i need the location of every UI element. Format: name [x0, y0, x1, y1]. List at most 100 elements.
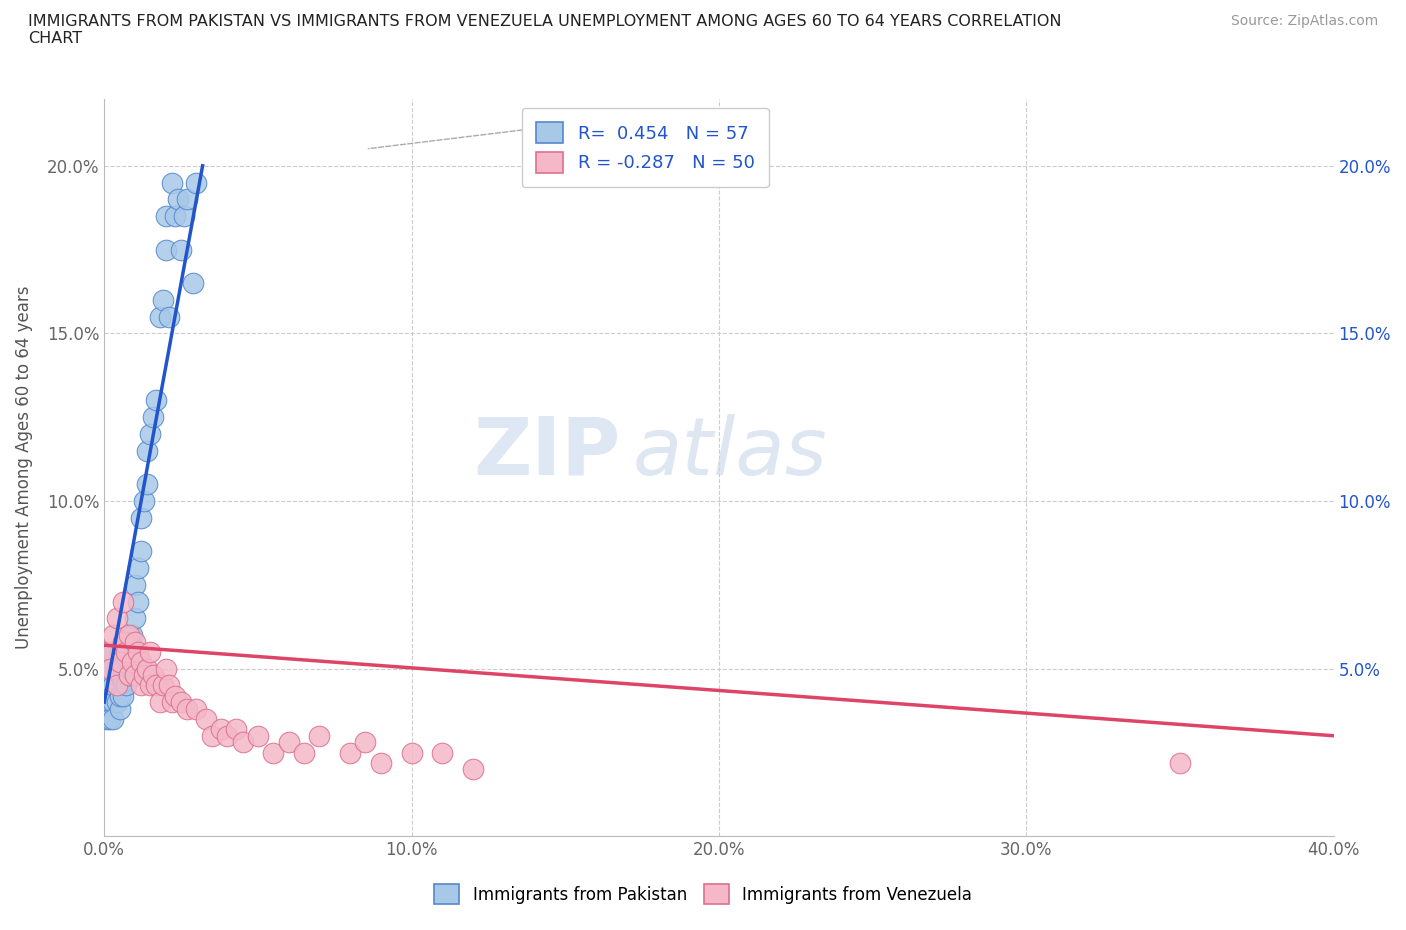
Point — [139, 427, 162, 442]
Point — [136, 477, 159, 492]
Point — [105, 695, 128, 710]
Point — [100, 661, 122, 676]
Point — [461, 762, 484, 777]
Point — [145, 393, 167, 408]
Point — [108, 668, 131, 683]
Point — [142, 668, 165, 683]
Point — [111, 634, 134, 649]
Point — [186, 701, 208, 716]
Point — [96, 695, 118, 710]
Point — [148, 309, 170, 324]
Point — [155, 208, 177, 223]
Point — [108, 644, 131, 659]
Point — [103, 711, 125, 726]
Point — [142, 410, 165, 425]
Point — [136, 444, 159, 458]
Point — [201, 728, 224, 743]
Point — [167, 192, 190, 206]
Point — [1168, 755, 1191, 770]
Point — [124, 644, 146, 659]
Point — [176, 192, 198, 206]
Point — [370, 755, 392, 770]
Text: Source: ZipAtlas.com: Source: ZipAtlas.com — [1230, 14, 1378, 28]
Point — [124, 611, 146, 626]
Point — [194, 711, 217, 726]
Point — [176, 701, 198, 716]
Point — [163, 688, 186, 703]
Point — [163, 208, 186, 223]
Point — [134, 668, 156, 683]
Text: ZIP: ZIP — [474, 414, 620, 492]
Point — [129, 678, 152, 693]
Point — [114, 634, 136, 649]
Point — [103, 695, 125, 710]
Point — [108, 701, 131, 716]
Point — [103, 628, 125, 643]
Text: atlas: atlas — [633, 414, 828, 492]
Point — [186, 175, 208, 190]
Point — [173, 208, 195, 223]
Point — [152, 292, 174, 307]
Point — [139, 644, 162, 659]
Point — [139, 678, 162, 693]
Point — [246, 728, 269, 743]
Point — [401, 745, 423, 760]
Point — [108, 655, 131, 670]
Point — [124, 634, 146, 649]
Point — [145, 678, 167, 693]
Point — [160, 175, 183, 190]
Point — [124, 668, 146, 683]
Point — [262, 745, 284, 760]
Point — [170, 242, 193, 257]
Text: IMMIGRANTS FROM PAKISTAN VS IMMIGRANTS FROM VENEZUELA UNEMPLOYMENT AMONG AGES 60: IMMIGRANTS FROM PAKISTAN VS IMMIGRANTS F… — [28, 14, 1062, 46]
Point — [103, 678, 125, 693]
Point — [157, 309, 180, 324]
Point — [100, 711, 122, 726]
Point — [121, 661, 143, 676]
Point — [118, 644, 141, 659]
Point — [96, 678, 118, 693]
Y-axis label: Unemployment Among Ages 60 to 64 years: Unemployment Among Ages 60 to 64 years — [15, 286, 32, 649]
Point — [217, 728, 239, 743]
Point — [105, 611, 128, 626]
Point — [129, 655, 152, 670]
Point — [105, 661, 128, 676]
Point — [108, 688, 131, 703]
Point — [103, 644, 125, 659]
Point — [127, 561, 149, 576]
Point — [157, 678, 180, 693]
Point — [96, 661, 118, 676]
Point — [277, 735, 299, 750]
Point — [121, 655, 143, 670]
Point — [308, 728, 330, 743]
Point — [432, 745, 454, 760]
Point — [232, 735, 254, 750]
Point — [100, 695, 122, 710]
Point — [209, 722, 232, 737]
Point — [118, 668, 141, 683]
Point — [292, 745, 315, 760]
Point — [114, 655, 136, 670]
Point — [183, 275, 205, 290]
Point — [111, 661, 134, 676]
Point — [354, 735, 377, 750]
Point — [96, 711, 118, 726]
Point — [96, 644, 118, 659]
Point — [118, 628, 141, 643]
Point — [225, 722, 247, 737]
Point — [136, 661, 159, 676]
Point — [105, 678, 128, 693]
Point — [100, 661, 122, 676]
Point — [96, 644, 118, 659]
Point — [155, 242, 177, 257]
Point — [155, 661, 177, 676]
Point — [100, 678, 122, 693]
Legend: R=  0.454   N = 57, R = -0.287   N = 50: R= 0.454 N = 57, R = -0.287 N = 50 — [522, 108, 769, 187]
Point — [111, 674, 134, 689]
Point — [148, 695, 170, 710]
Point — [129, 511, 152, 525]
Point — [118, 668, 141, 683]
Point — [111, 688, 134, 703]
Point — [152, 678, 174, 693]
Point — [129, 544, 152, 559]
